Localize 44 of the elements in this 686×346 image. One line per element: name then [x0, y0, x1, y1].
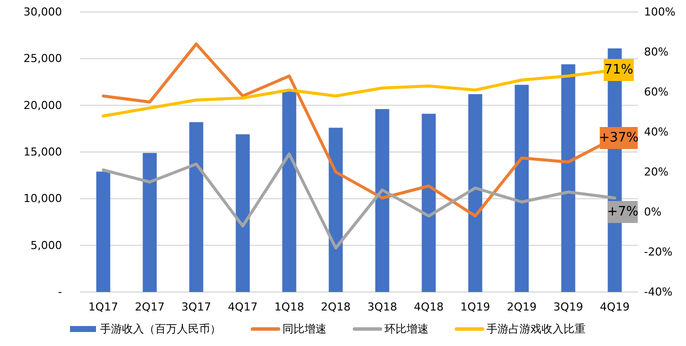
- y-tick-label: 25,000: [24, 52, 62, 66]
- bar: [282, 89, 296, 292]
- bar: [96, 172, 110, 292]
- x-tick-label: 3Q17: [181, 300, 212, 314]
- y2-tick-label: 20%: [644, 166, 668, 178]
- y2-tick-label: -40%: [644, 286, 672, 298]
- x-tick-label: 2Q19: [506, 300, 537, 314]
- bar: [236, 134, 250, 292]
- y2-tick-label: -20%: [644, 246, 672, 258]
- bar: [142, 152, 157, 292]
- bar: [468, 94, 482, 292]
- bar: [189, 122, 204, 292]
- x-tick-label: 4Q18: [414, 300, 444, 314]
- data-label: 71%: [604, 62, 634, 78]
- y-tick-label: 30,000: [24, 6, 62, 18]
- x-tick-label: 3Q19: [553, 300, 584, 314]
- x-tick-label: 4Q19: [600, 300, 630, 314]
- y-tick-label: 15,000: [24, 146, 62, 158]
- legend-label: 同比增速: [282, 322, 326, 336]
- y2-tick-label: 60%: [644, 86, 668, 98]
- bar: [328, 128, 343, 292]
- legend-label: 环比增速: [384, 322, 428, 336]
- bar: [561, 64, 576, 292]
- bar: [422, 114, 436, 292]
- x-tick-label: 3Q18: [367, 300, 398, 314]
- x-tick-label: 1Q19: [460, 300, 490, 314]
- x-tick-label: 4Q17: [228, 300, 258, 314]
- x-tick-label: 2Q17: [134, 300, 165, 314]
- y2-tick-label: 100%: [644, 6, 676, 18]
- y-tick-label: 5,000: [30, 238, 62, 252]
- y2-tick-label: 80%: [644, 46, 668, 58]
- x-tick-label: 1Q17: [88, 300, 118, 314]
- x-tick-label: 1Q18: [274, 300, 304, 314]
- x-tick-label: 2Q18: [320, 300, 351, 314]
- bar: [514, 84, 529, 292]
- bar: [375, 109, 390, 292]
- y-tick-label: -: [58, 286, 62, 298]
- y-tick-label: 10,000: [24, 192, 62, 206]
- legend-label: 手游收入（百万人民币）: [100, 322, 221, 336]
- data-label: +7%: [606, 204, 639, 220]
- y-tick-label: 20,000: [24, 98, 62, 112]
- y2-tick-label: 40%: [644, 126, 668, 138]
- y2-tick-label: 0%: [644, 206, 662, 218]
- legend-label: 手游占游戏收入比重: [486, 322, 586, 336]
